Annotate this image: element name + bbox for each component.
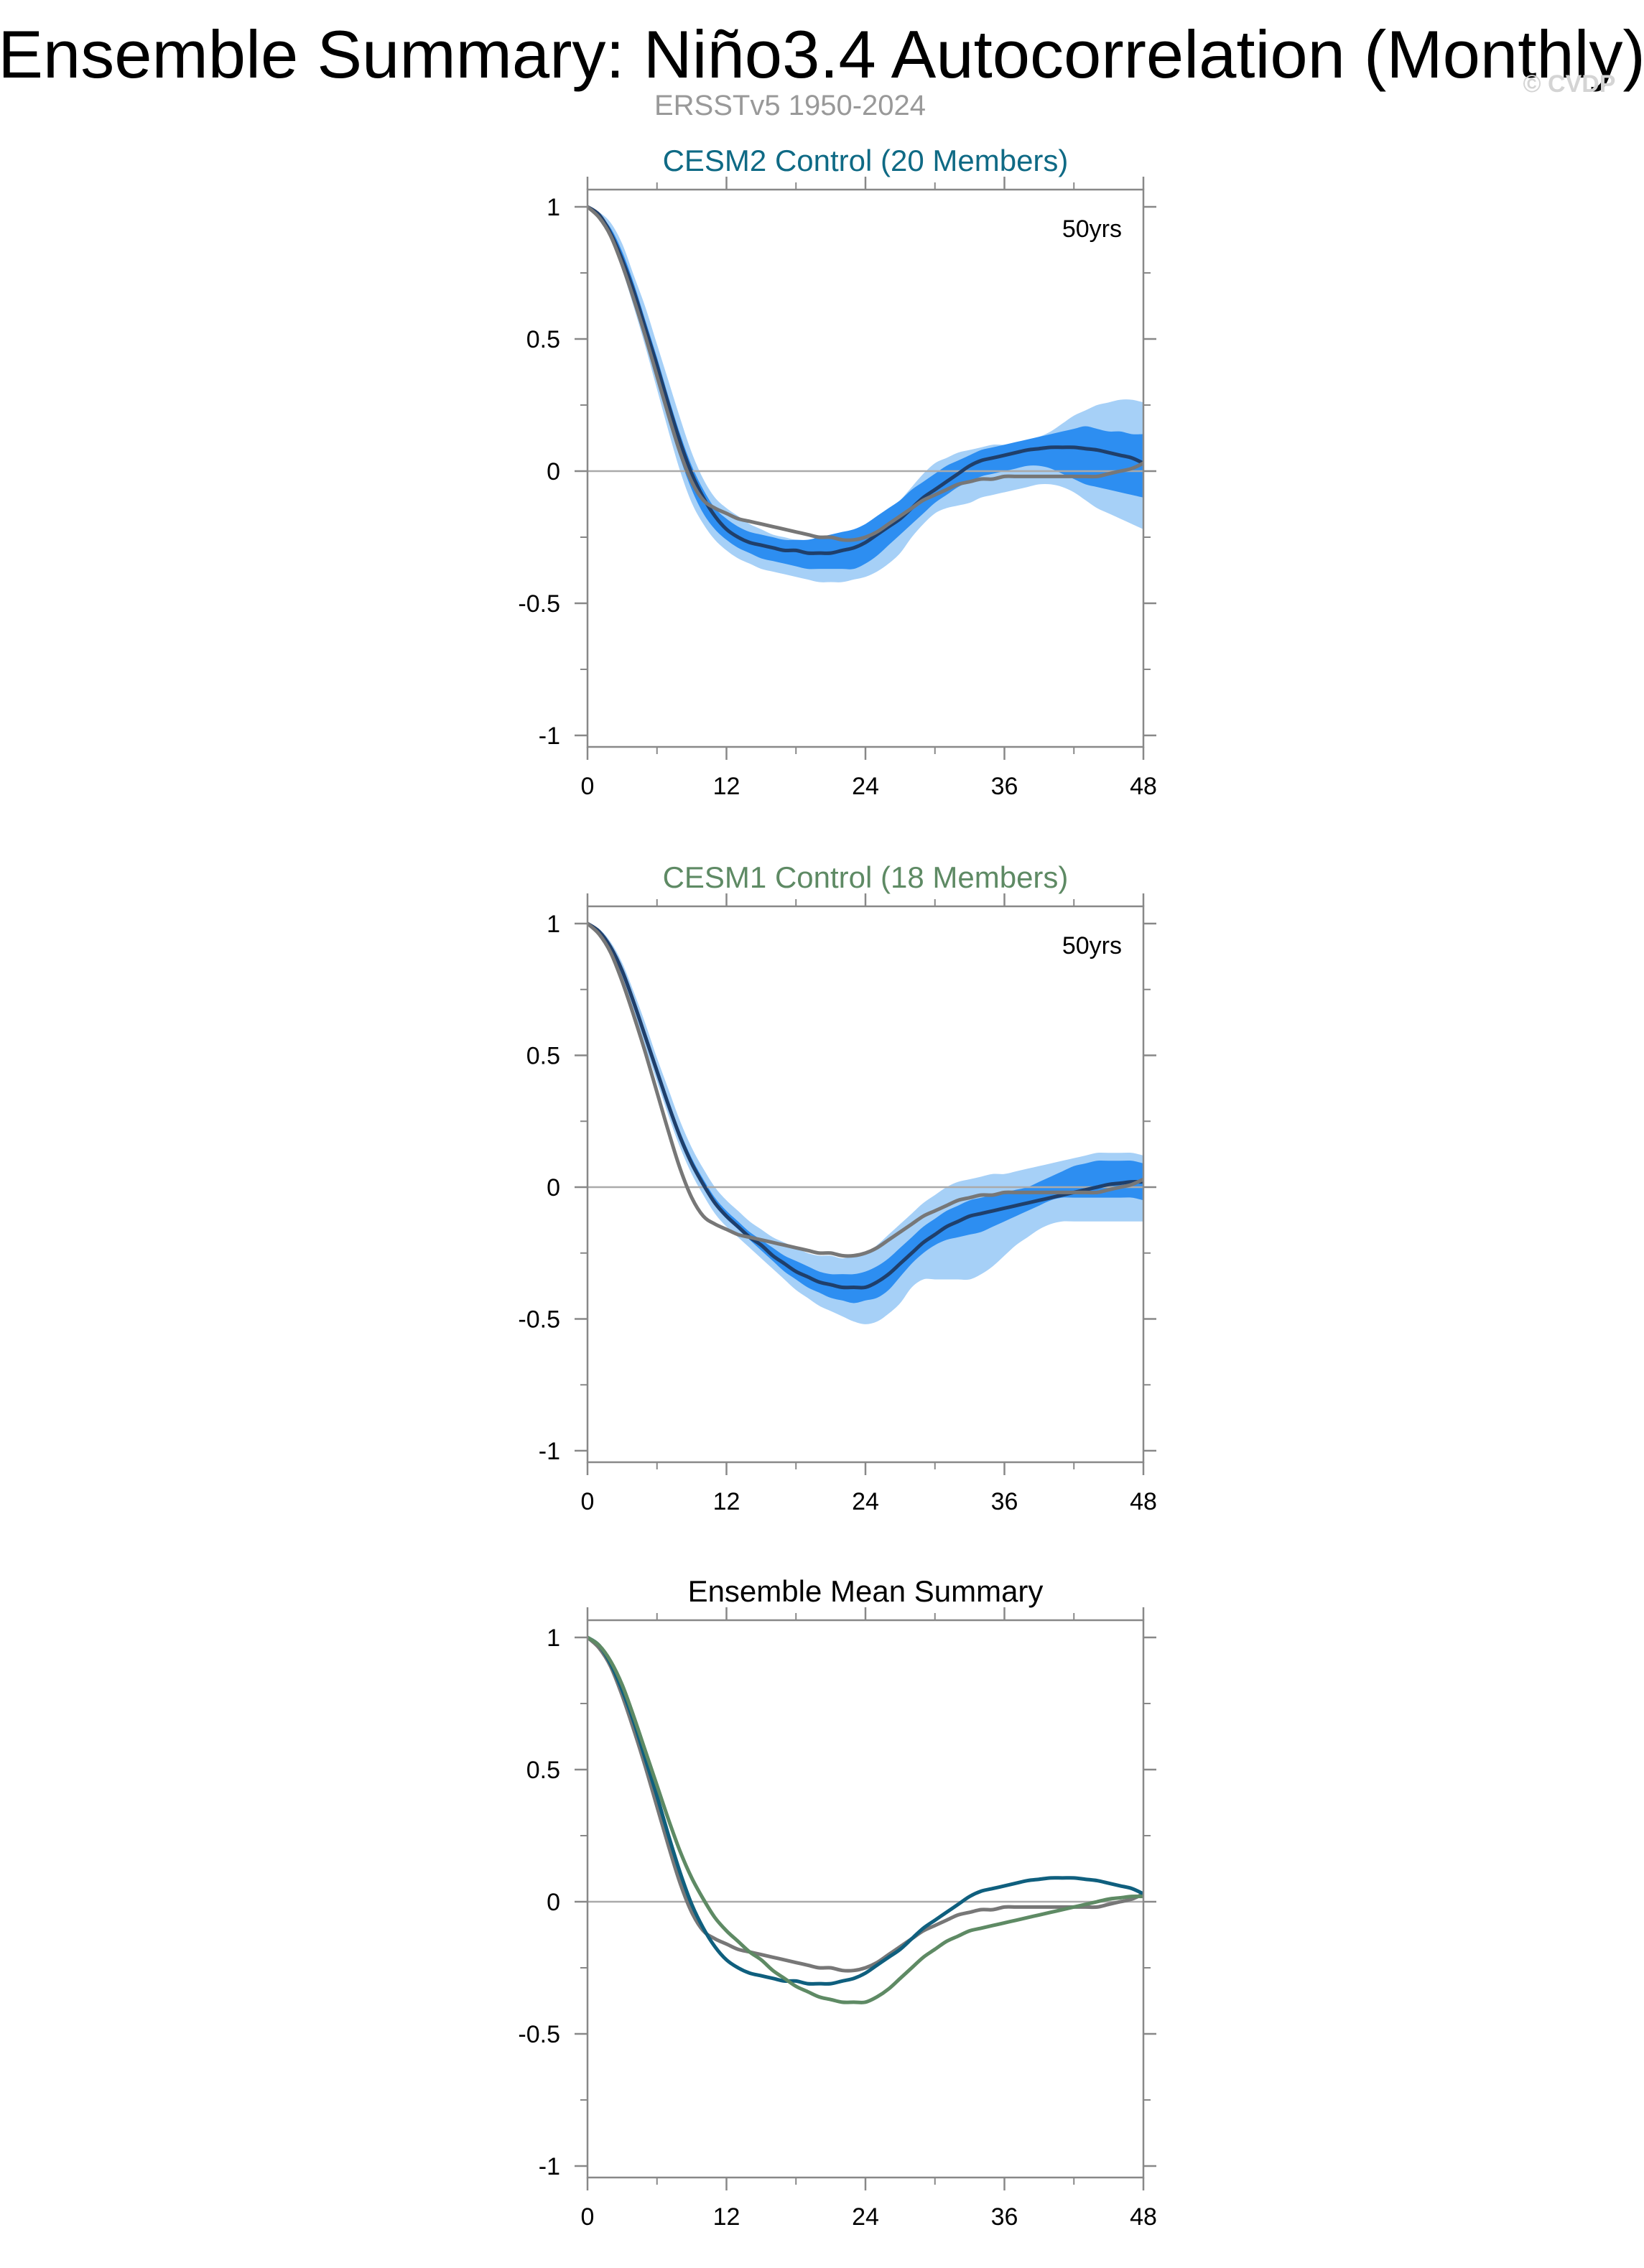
cesm2-mean-line — [588, 1635, 1143, 1986]
y-tick-label: 0.5 — [526, 326, 560, 353]
x-tick-label: 48 — [1130, 773, 1157, 800]
x-tick-label: 12 — [713, 2203, 740, 2231]
plot-area — [588, 205, 1143, 582]
y-tick-label: 1 — [547, 1625, 560, 1652]
x-tick-label: 0 — [581, 1488, 595, 1515]
observations-line — [588, 921, 1143, 1258]
y-tick-label: 0 — [547, 1174, 560, 1202]
plot-area — [588, 921, 1143, 1324]
y-tick-label: 0.5 — [526, 1757, 560, 1784]
observations-line — [588, 205, 1143, 542]
x-tick-label: 48 — [1130, 2203, 1157, 2231]
plot-area — [588, 1635, 1143, 2004]
x-tick-label: 12 — [713, 773, 740, 800]
x-tick-label: 24 — [852, 2203, 879, 2231]
cvdp-watermark: © CVDP — [1523, 70, 1616, 98]
y-tick-label: 1 — [547, 194, 560, 221]
y-tick-label: 0 — [547, 1889, 560, 1916]
spread-band-inner — [588, 207, 1143, 570]
spread-band-outer — [588, 924, 1143, 1324]
x-tick-label: 12 — [713, 1488, 740, 1515]
panel-cesm2-control: CESM2 Control (20 Members) 1 0.5 0 -0.5 -1 0 12… — [518, 144, 1157, 800]
y-tick-label: -1 — [539, 2153, 560, 2180]
spread-band-outer — [588, 207, 1143, 582]
y-tick-label: 0.5 — [526, 1043, 560, 1070]
x-tick-label: 0 — [581, 773, 595, 800]
record-length-label: 50yrs — [1062, 215, 1122, 243]
y-tick-label: -1 — [539, 722, 560, 750]
y-tick-label: -1 — [539, 1438, 560, 1465]
y-tick-label: 0 — [547, 458, 560, 485]
figure-subtitle: ERSST​v5 1950-2024 — [654, 90, 926, 121]
panel-title: Ensemble Mean Summary — [688, 1574, 1044, 1608]
y-tick-label: -0.5 — [518, 1306, 560, 1334]
panel-ensemble-mean-summary: Ensemble Mean Summary 1 0.5 0 -0.5 -1 0 12 24 36 4… — [518, 1574, 1157, 2231]
record-length-label: 50yrs — [1062, 932, 1122, 959]
ensemble-mean-line — [588, 921, 1143, 1290]
plot-frame — [586, 1619, 1145, 2179]
y-tick-label: -0.5 — [518, 590, 560, 618]
x-tick-label: 24 — [852, 1488, 879, 1515]
y-tick-label: 1 — [547, 911, 560, 938]
x-tick-label: 0 — [581, 2203, 595, 2231]
x-tick-label: 36 — [991, 2203, 1018, 2231]
x-tick-label: 24 — [852, 773, 879, 800]
x-tick-label: 48 — [1130, 1488, 1157, 1515]
x-tick-label: 36 — [991, 773, 1018, 800]
panel-title: CESM1 Control (18 Members) — [663, 860, 1069, 894]
y-tick-label: -0.5 — [518, 2021, 560, 2048]
ensemble-mean-line — [588, 205, 1143, 555]
observations-line — [588, 1635, 1143, 1973]
panel-title: CESM2 Control (20 Members) — [663, 144, 1069, 177]
x-tick-label: 36 — [991, 1488, 1018, 1515]
figure-title: Ensemble Summary: Niño3.4 Autocorrelatio… — [0, 17, 1644, 92]
cesm1-mean-line — [588, 1635, 1143, 2004]
panel-cesm1-control: CESM1 Control (18 Members) 1 0.5 0 -0.5 -1 0 12… — [518, 860, 1157, 1515]
